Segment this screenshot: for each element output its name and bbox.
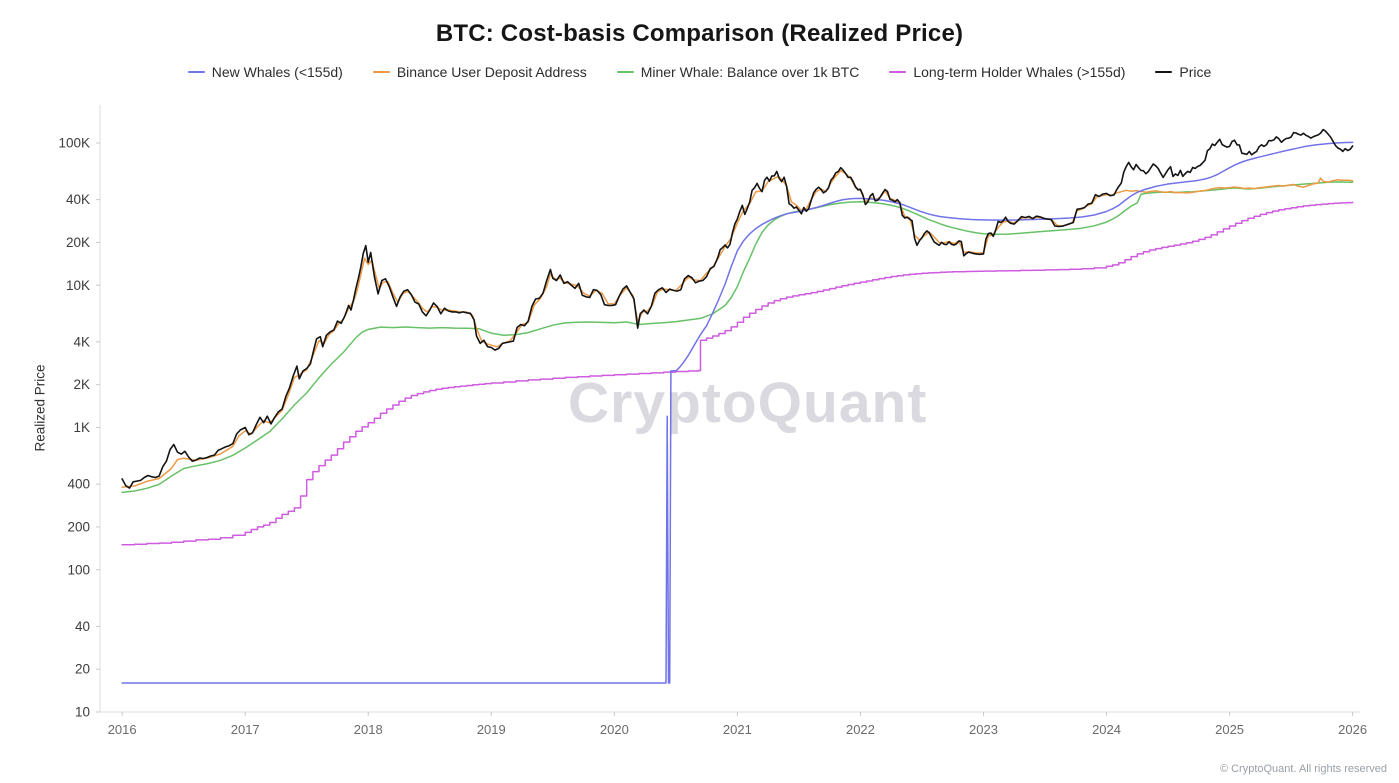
series-line-4 [121, 128, 1354, 489]
legend-item-0[interactable]: New Whales (<155d) [187, 64, 343, 80]
legend: New Whales (<155d) Binance User Deposit A… [0, 64, 1399, 80]
x-tick-label: 2025 [1215, 722, 1244, 737]
watermark: CryptoQuant [568, 371, 928, 435]
x-tick-label: 2021 [723, 722, 752, 737]
legend-label: Long-term Holder Whales (>155d) [913, 64, 1126, 80]
y-tick-label: 40 [75, 619, 90, 634]
y-tick-label: 100K [58, 136, 90, 151]
x-tick-label: 2023 [969, 722, 998, 737]
y-tick-label: 40K [66, 192, 90, 207]
legend-swatch-icon [616, 70, 634, 74]
legend-swatch-icon [187, 70, 205, 74]
legend-label: Miner Whale: Balance over 1k BTC [640, 64, 860, 80]
y-tick-label: 20 [75, 662, 90, 677]
legend-label: Binance User Deposit Address [396, 64, 587, 80]
x-tick-label: 2024 [1092, 722, 1121, 737]
x-tick-label: 2017 [231, 722, 260, 737]
y-tick-label: 200 [67, 519, 90, 534]
x-tick-label: 2016 [108, 722, 137, 737]
legend-item-3[interactable]: Long-term Holder Whales (>155d) [889, 64, 1125, 80]
y-tick-label: 100 [67, 562, 90, 577]
legend-item-4[interactable]: Price [1155, 64, 1211, 80]
series-line-0 [121, 141, 1354, 684]
x-tick-label: 2018 [354, 722, 383, 737]
series-line-3 [121, 201, 1354, 546]
y-tick-label: 2K [73, 377, 90, 392]
y-tick-label: 4K [73, 334, 90, 349]
chart-title: BTC: Cost-basis Comparison (Realized Pri… [435, 20, 964, 47]
x-tick-label: 2020 [600, 722, 629, 737]
y-tick-label: 10 [75, 705, 90, 720]
x-tick-label: 2022 [846, 722, 875, 737]
legend-swatch-icon [1155, 70, 1173, 74]
legend-swatch-icon [889, 70, 907, 74]
series-line-1 [121, 169, 1354, 489]
x-tick-label: 2019 [477, 722, 506, 737]
y-tick-label: 400 [67, 477, 90, 492]
series-line-2 [121, 181, 1354, 494]
legend-label: Price [1179, 64, 1212, 80]
y-tick-label: 20K [66, 235, 90, 250]
legend-item-1[interactable]: Binance User Deposit Address [372, 64, 587, 80]
legend-label: New Whales (<155d) [211, 64, 343, 80]
legend-swatch-icon [372, 70, 390, 74]
y-tick-label: 10K [66, 278, 90, 293]
x-tick-label: 2026 [1338, 722, 1367, 737]
copyright-notice: © CryptoQuant. All rights reserved [1219, 763, 1387, 775]
y-tick-label: 1K [73, 420, 90, 435]
legend-item-2[interactable]: Miner Whale: Balance over 1k BTC [616, 64, 860, 80]
